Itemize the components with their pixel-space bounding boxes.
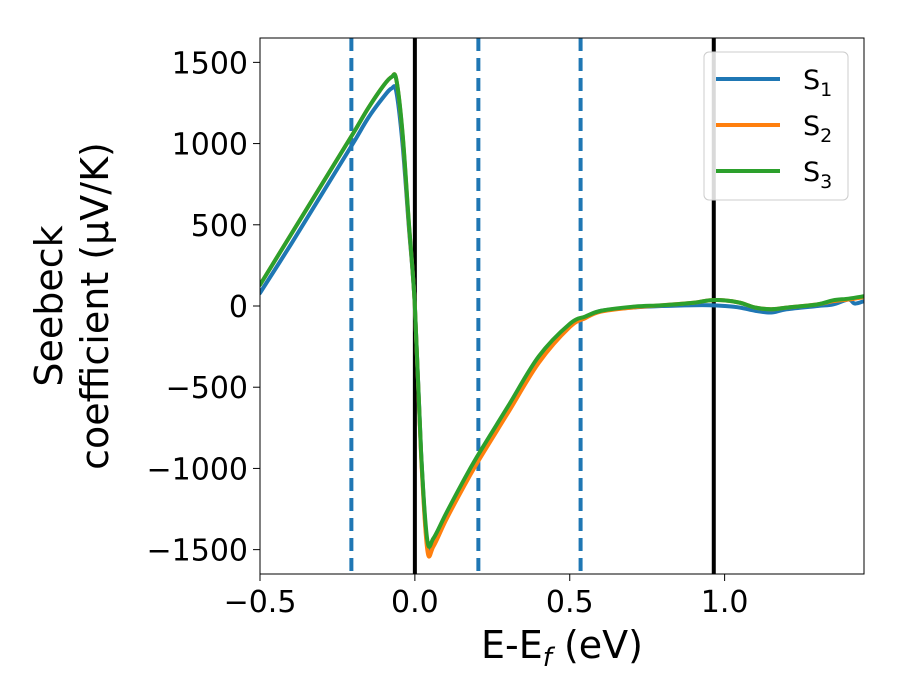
x-axis-label-suffix: (eV): [552, 623, 643, 667]
y-tick-label: 0: [229, 290, 248, 325]
y-tick-label: −1000: [147, 452, 248, 487]
legend-label-s2: S2: [803, 111, 832, 147]
series-line-s3: [260, 72, 864, 549]
series-lines: [260, 72, 864, 559]
y-axis-ticks: 1500 1000 500 0 −500 −1000 −1500: [147, 46, 260, 569]
y-tick-label: −1500: [147, 534, 248, 569]
y-tick-label: −500: [166, 371, 248, 406]
x-axis-ticks: −0.5 0.0 0.5 1.0: [224, 574, 749, 620]
y-axis-label-line2: coefficient (μV/K): [73, 142, 117, 470]
x-tick-label: 0.0: [391, 585, 439, 620]
legend-label-s3: S3: [803, 157, 832, 193]
y-tick-label: 1000: [172, 128, 248, 163]
x-tick-label: 1.0: [701, 585, 749, 620]
y-tick-label: 1500: [172, 46, 248, 81]
x-tick-label: −0.5: [224, 585, 297, 620]
y-tick-label: 500: [191, 209, 248, 244]
legend: S1 S2 S3: [703, 51, 849, 201]
x-axis-label: E-Ef (eV): [481, 623, 643, 673]
legend-label-s1: S1: [803, 65, 832, 101]
y-axis-label: Seebeck coefficient (μV/K): [27, 142, 117, 470]
x-tick-label: 0.5: [546, 585, 594, 620]
y-axis-label-line1: Seebeck: [27, 225, 71, 386]
